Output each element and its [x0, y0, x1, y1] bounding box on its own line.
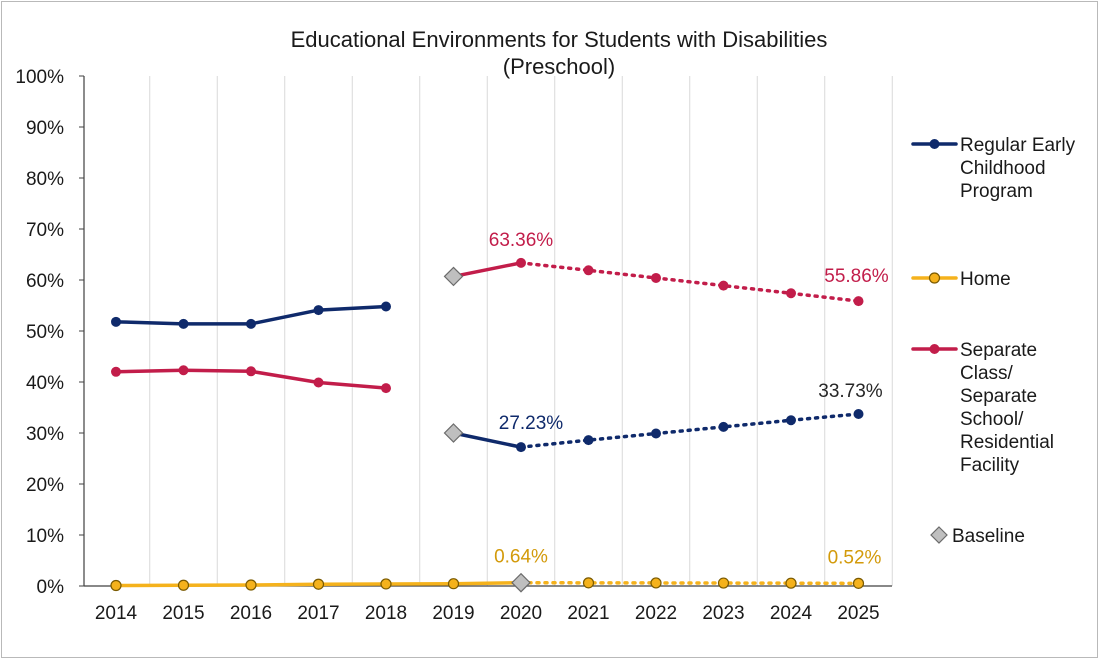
tick-labels: 0% 10% 20% 30% 40% 50% 60% 70% 80% 90% 100% 2014 201…	[15, 67, 879, 624]
data-label-separate: 55.86%	[824, 266, 889, 287]
axes	[79, 75, 892, 587]
baseline-marker	[443, 423, 464, 443]
series-projection-separate	[519, 261, 861, 303]
data-point-home	[717, 577, 730, 589]
data-point-separate	[853, 296, 864, 307]
legend-label: Home	[960, 269, 1011, 290]
x-tick-label: 2015	[162, 603, 204, 624]
data-label-home: 0.52%	[828, 547, 882, 568]
y-tick-label: 40%	[26, 373, 64, 394]
legend-swatch-marker	[928, 272, 941, 284]
legend-label: Separate Class/Separate School/Residential…	[960, 340, 1054, 476]
x-tick-label: 2016	[230, 603, 272, 624]
series-layer	[110, 257, 865, 593]
legend-item-home: Home	[911, 269, 1011, 290]
legend-baseline-marker	[930, 526, 948, 544]
series-line-regular	[451, 431, 523, 449]
data-point-separate	[111, 366, 121, 377]
y-tick-label: 30%	[26, 424, 64, 445]
data-point-home	[447, 578, 460, 590]
y-tick-label: 20%	[26, 475, 64, 496]
y-tick-label: 100%	[15, 67, 64, 88]
data-point-home	[312, 578, 325, 590]
legend-item-baseline: Baseline	[930, 526, 1025, 547]
data-label-regular: 27.23%	[499, 413, 564, 434]
series-home	[110, 577, 865, 592]
legend: Regular Early Childhood Program Home Separat…	[911, 135, 1076, 547]
data-label-regular: 33.73%	[818, 381, 883, 402]
chart-subtitle: (Preschool)	[503, 54, 615, 79]
data-point-separate	[651, 272, 661, 283]
y-tick-label: 70%	[26, 220, 64, 241]
data-point-regular	[853, 408, 864, 419]
data-label-separate: 63.36%	[489, 230, 554, 251]
data-point-separate	[381, 383, 391, 394]
data-point-regular	[313, 305, 324, 316]
x-tick-label: 2021	[567, 603, 609, 624]
data-point-regular	[111, 316, 121, 327]
legend-item-regular: Regular Early Childhood Program	[911, 135, 1076, 202]
data-point-separate	[583, 265, 594, 276]
data-point-home	[380, 578, 392, 590]
data-point-separate	[313, 377, 324, 388]
data-label-home: 0.64%	[494, 547, 548, 568]
data-point-regular	[583, 435, 594, 446]
data-point-regular	[718, 421, 729, 432]
chart-title: Educational Environments for Students wi…	[291, 27, 828, 52]
legend-label: Baseline	[952, 526, 1025, 547]
y-tick-label: 90%	[26, 118, 64, 139]
data-point-home	[177, 579, 190, 591]
y-tick-label: 50%	[26, 322, 64, 343]
gridlines	[149, 76, 893, 586]
legend-swatch-marker	[929, 344, 940, 354]
data-labels: 27.23% 33.73% 0.64% 0.52% 63.36% 55.86%	[489, 230, 889, 568]
data-point-regular	[651, 428, 661, 439]
data-point-regular	[246, 318, 256, 329]
data-point-regular	[178, 318, 189, 329]
series-line-separate	[451, 261, 523, 279]
y-tick-label: 0%	[37, 577, 65, 598]
x-tick-label: 2017	[297, 603, 339, 624]
series-separate	[111, 257, 864, 394]
data-point-separate	[246, 366, 256, 377]
x-tick-label: 2022	[635, 603, 677, 624]
series-projection-home	[519, 580, 861, 586]
data-point-separate	[786, 288, 796, 299]
legend-swatch-marker	[929, 139, 940, 149]
x-tick-label: 2024	[770, 603, 813, 624]
y-tick-label: 60%	[26, 271, 64, 292]
data-point-home	[245, 579, 257, 591]
data-point-regular	[516, 442, 526, 453]
data-point-separate	[718, 280, 729, 291]
x-tick-label: 2019	[432, 603, 474, 624]
data-point-home	[110, 579, 122, 592]
legend-label: Regular Early Childhood Program	[960, 135, 1076, 202]
x-tick-label: 2025	[837, 603, 879, 624]
x-tick-label: 2018	[365, 603, 407, 624]
x-tick-label: 2020	[500, 603, 542, 624]
data-point-home	[852, 577, 865, 589]
data-point-home	[650, 577, 662, 589]
data-point-regular	[381, 301, 391, 312]
legend-item-separate: Separate Class/Separate School/Residential…	[911, 340, 1054, 476]
y-tick-label: 80%	[26, 169, 64, 190]
x-tick-label: 2023	[702, 603, 744, 624]
x-tick-label: 2014	[95, 603, 138, 624]
data-point-home	[785, 577, 797, 589]
data-point-separate	[178, 365, 189, 376]
data-point-home	[582, 577, 595, 589]
baseline-marker	[511, 572, 531, 593]
data-point-separate	[516, 257, 526, 268]
series-projection-regular	[519, 412, 861, 449]
baseline-marker	[443, 266, 464, 287]
y-tick-label: 10%	[26, 526, 64, 547]
data-point-regular	[786, 415, 796, 426]
